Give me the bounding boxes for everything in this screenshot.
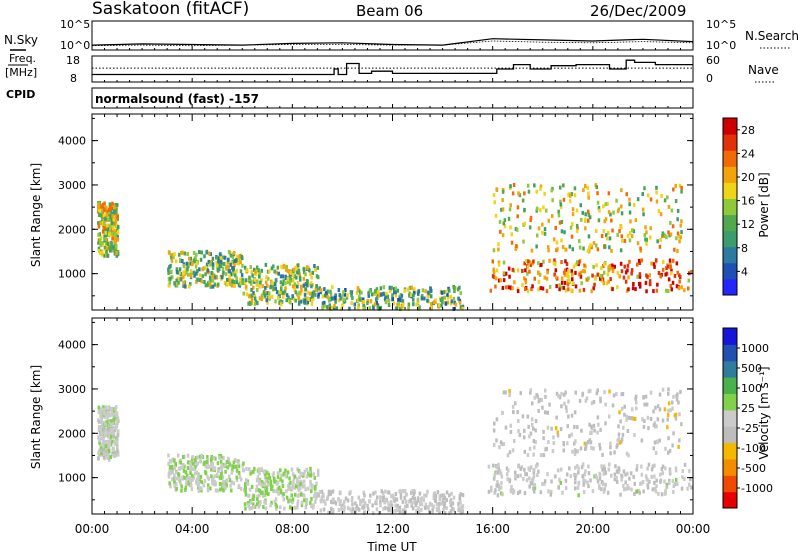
velocity-colorbar-segment: [723, 491, 737, 509]
velocity-colorbar-tick: 25: [741, 402, 755, 415]
cpid-label: CPID: [6, 88, 35, 101]
noise-right-tick-bottom: 10^0: [706, 39, 736, 52]
power-colorbar-segment: [723, 262, 737, 280]
power-panel: 1000 2000 3000 4000 Slant Range [km]: [29, 113, 694, 311]
velocity-colorbar-segment: [723, 409, 737, 427]
velocity-colorbar-segment: [723, 475, 737, 493]
power-colorbar-tick: 16: [741, 195, 755, 208]
nsearch-label: N.Search: [745, 29, 799, 43]
velocity-ytick-label: 2000: [58, 427, 86, 440]
nave-right-tick-top: 60: [706, 54, 720, 67]
velocity-ytick-label: 1000: [58, 472, 86, 485]
velocity-echo-region-2: [242, 466, 320, 511]
velocity-echo-region-4: [487, 462, 693, 498]
power-colorbar-tick: 4: [741, 265, 748, 278]
power-colorbar-segment: [723, 230, 737, 248]
velocity-colorbar-tick: 100: [741, 382, 762, 395]
freq-left-tick-bottom: 8: [70, 72, 77, 85]
velocity-colorbar-tick: -100: [741, 442, 766, 455]
noise-panel: 10^5 10^0 10^5 10^0: [60, 18, 736, 108]
power-echo-region-2: [242, 262, 320, 307]
velocity-ylabel: Slant Range [km]: [29, 365, 43, 469]
power-colorbar-segment: [723, 134, 737, 151]
velocity-colorbar-label: Velocity [m s⁻¹]: [757, 366, 771, 459]
velocity-echo-region-0: [97, 405, 120, 462]
power-echo-region-4: [489, 258, 693, 294]
velocity-colorbar-segment: [723, 360, 737, 378]
xtick-label: 12:00: [375, 522, 410, 536]
power-echo-region-3: [317, 285, 465, 311]
power-colorbar-segment: [723, 246, 737, 264]
power-colorbar-segment: [723, 150, 737, 167]
velocity-colorbar-tick: 500: [741, 362, 762, 375]
xtick-label: 04:00: [175, 522, 210, 536]
velocity-colorbar-tick: -500: [741, 462, 766, 475]
beam-title: Beam 06: [356, 2, 423, 20]
velocity-colorbar-segment: [723, 426, 737, 444]
power-ytick-label: 4000: [58, 135, 86, 148]
noise-right-tick-top: 10^5: [706, 18, 736, 31]
velocity-echo-region-5: [492, 387, 683, 458]
xaxis-label: Time UT: [366, 540, 417, 554]
power-ytick-label: 1000: [58, 268, 86, 281]
velocity-colorbar-tick: -1000: [741, 482, 773, 495]
nave-right-tick-bottom: 0: [706, 72, 713, 85]
power-colorbar-segment: [723, 182, 737, 199]
power-colorbar-label: Power [dB]: [757, 172, 771, 237]
power-colorbar-tick: 28: [741, 124, 755, 137]
velocity-echo-region-1: [167, 453, 245, 493]
freq-left-tick-top: 18: [66, 54, 80, 67]
power-echo-region-1: [167, 249, 245, 289]
noise-left-tick-top: 10^5: [60, 18, 90, 31]
frequency-trace: [92, 59, 693, 76]
cpid-strip: normalsound (fast) -157: [91, 87, 694, 109]
date-title: 26/Dec/2009: [590, 2, 686, 20]
power-colorbar-tick: 24: [741, 147, 755, 160]
power-ytick-label: 3000: [58, 179, 86, 192]
xtick-label: 20:00: [576, 522, 611, 536]
velocity-ytick-label: 4000: [58, 339, 86, 352]
velocity-colorbar-segment: [723, 377, 737, 394]
velocity-ytick-label: 3000: [58, 383, 86, 396]
xtick-label: 00:00: [75, 522, 110, 536]
velocity-colorbar-segment: [723, 344, 737, 362]
freq-unit-label: [MHz]: [5, 66, 37, 79]
velocity-echo-region-3: [317, 489, 465, 516]
noise-series-1: [91, 40, 694, 47]
velocity-colorbar-segment: [723, 458, 737, 476]
freq-label: Freq.: [9, 52, 36, 65]
noise-left-tick-bottom: 10^0: [60, 39, 90, 52]
xtick-label: 00:00: [676, 522, 711, 536]
power-echo-region-5: [492, 183, 683, 254]
velocity-colorbar-segment: [723, 393, 737, 411]
station-title: Saskatoon (fitACF): [92, 0, 249, 19]
noise-series-0: [91, 38, 694, 46]
xtick-label: 08:00: [275, 522, 310, 536]
xtick-label: 16:00: [475, 522, 510, 536]
power-colorbar-segment: [723, 278, 737, 296]
power-colorbar-segment: [723, 198, 737, 216]
power-ytick-label: 2000: [58, 223, 86, 236]
cpid-text: normalsound (fast) -157: [95, 92, 259, 106]
power-colorbar-tick: 8: [741, 242, 748, 255]
nave-label: Nave: [748, 63, 779, 77]
power-echo-region-0: [97, 200, 120, 258]
power-colorbar-tick: 12: [741, 218, 755, 231]
power-colorbar-segment: [723, 118, 737, 135]
velocity-colorbar-tick: 1000: [741, 342, 769, 355]
velocity-panel: 1000 2000 3000 4000 Slant Range [km]: [29, 317, 694, 516]
velocity-colorbar-tick: -25: [741, 422, 759, 435]
velocity-colorbar-segment: [723, 442, 737, 460]
power-ylabel: Slant Range [km]: [29, 163, 43, 267]
power-colorbar-segment: [723, 166, 737, 183]
nsky-label: N.Sky: [4, 33, 38, 47]
frequency-panel: 18 8 60 0: [66, 54, 720, 85]
velocity-colorbar-segment: [723, 328, 737, 345]
power-colorbar-tick: 20: [741, 171, 755, 184]
power-colorbar-segment: [723, 214, 737, 232]
